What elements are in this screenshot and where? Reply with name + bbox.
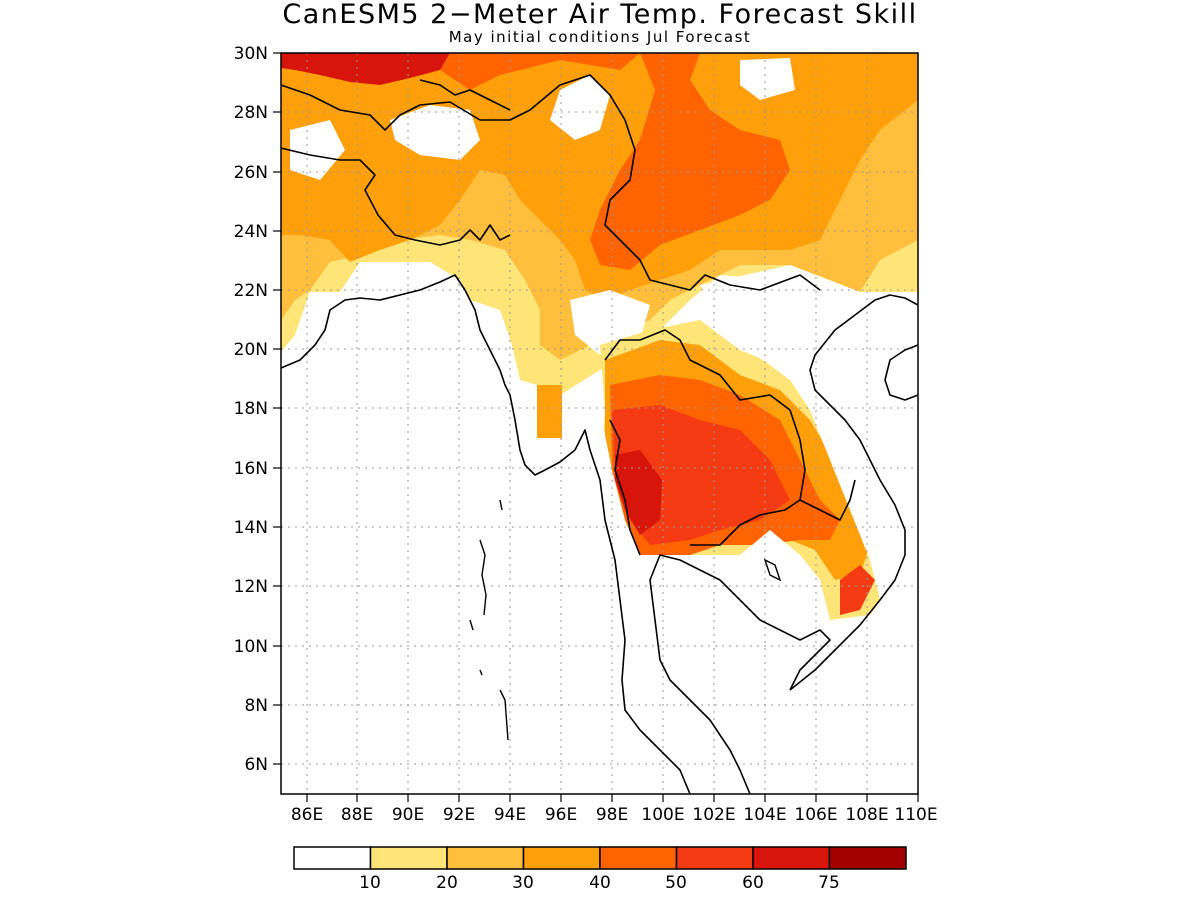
- y-tick-label: 18N: [234, 399, 268, 419]
- y-tick-label: 10N: [234, 637, 268, 657]
- skill-region-white-2: [550, 75, 610, 140]
- tick-marks: [273, 52, 919, 802]
- x-tick-label: 102E: [692, 805, 735, 825]
- map-subtitle: May initial conditions Jul Forecast: [448, 28, 752, 46]
- colorbar-swatch: [522, 846, 601, 870]
- y-tick-label: 28N: [234, 103, 268, 123]
- y-tick-labels: 6N 8N 10N 12N 14N 16N 18N 20N 22N 24N 26…: [234, 44, 268, 775]
- colorbar-swatch: [293, 846, 372, 870]
- x-tick-label: 90E: [392, 805, 424, 825]
- y-tick-label: 8N: [244, 696, 268, 716]
- x-tick-label: 96E: [545, 805, 577, 825]
- colorbar-label: 40: [589, 873, 611, 893]
- y-tick-label: 22N: [234, 281, 268, 301]
- y-tick-label: 26N: [234, 163, 268, 183]
- y-tick-label: 14N: [234, 518, 268, 538]
- skill-region-se-deepred: [615, 450, 662, 535]
- colorbar-swatch: [599, 846, 678, 870]
- y-tick-label: 24N: [234, 222, 268, 242]
- x-tick-label: 110E: [894, 805, 937, 825]
- x-tick-label: 106E: [794, 805, 837, 825]
- x-tick-label: 88E: [341, 805, 373, 825]
- colorbar-label: 20: [436, 873, 458, 893]
- colorbar-label: 60: [742, 873, 764, 893]
- skill-fill-layer: [281, 53, 918, 794]
- colorbar-label: 10: [359, 873, 381, 893]
- colorbar-label: 75: [818, 873, 840, 893]
- y-tick-label: 20N: [234, 340, 268, 360]
- y-tick-label: 30N: [234, 44, 268, 64]
- islands: [469, 499, 782, 741]
- colorbar-swatch: [752, 846, 831, 870]
- skill-region-white-3: [740, 58, 795, 100]
- x-tick-label: 104E: [743, 805, 786, 825]
- no-data-mask-bay: [281, 262, 918, 794]
- skill-region-vn-red: [840, 565, 875, 615]
- x-tick-label: 100E: [641, 805, 684, 825]
- colorbar-swatch: [446, 846, 525, 870]
- x-tick-label: 86E: [291, 805, 323, 825]
- colorbar-swatch: [675, 846, 754, 870]
- skill-region-white-1: [390, 105, 480, 160]
- x-tick-label: 98E: [596, 805, 628, 825]
- colorbar-label: 30: [512, 873, 534, 893]
- colorbar-swatch: [828, 846, 907, 870]
- y-tick-label: 6N: [244, 755, 268, 775]
- skill-region-darkorange: [360, 53, 790, 270]
- x-tick-label: 108E: [845, 805, 888, 825]
- x-tick-labels: 86E 88E 90E 92E 94E 96E 98E 100E 102E 10…: [291, 805, 938, 825]
- x-tick-label: 92E: [443, 805, 475, 825]
- x-tick-label: 94E: [494, 805, 526, 825]
- coastlines: [281, 74, 918, 794]
- colorbar: 10 20 30 40 50 60 75: [293, 846, 907, 893]
- colorbar-label: 50: [665, 873, 687, 893]
- y-tick-label: 12N: [234, 577, 268, 597]
- plot-frame: [280, 52, 919, 795]
- map-title: CanESM5 2−Meter Air Temp. Forecast Skill: [282, 0, 918, 30]
- skill-region-white-4: [290, 120, 345, 180]
- y-tick-label: 16N: [234, 459, 268, 479]
- colorbar-swatch: [369, 846, 448, 870]
- graticule: [281, 53, 918, 794]
- skill-region-myanmar-orange: [537, 385, 562, 438]
